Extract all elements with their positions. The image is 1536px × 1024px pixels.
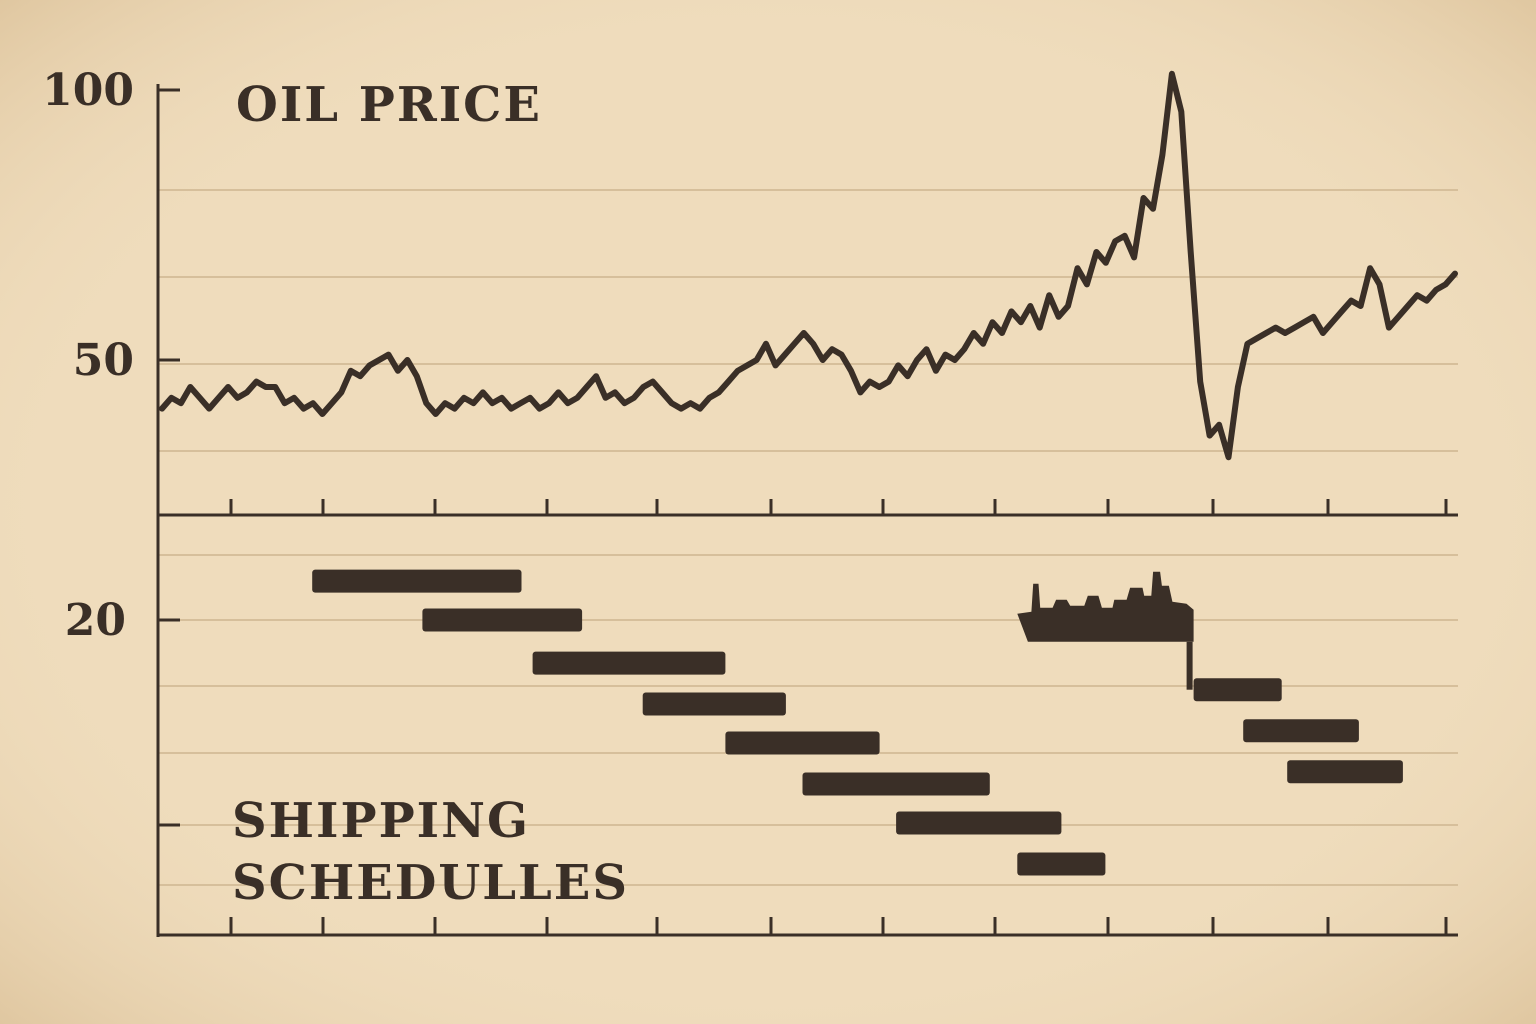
schedule-bar (1017, 852, 1106, 876)
oil-price-series (159, 70, 1458, 461)
schedule-bar (422, 608, 583, 632)
oil-price-title: OIL PRICE (236, 77, 542, 133)
schedule-bar (1243, 719, 1359, 743)
schedule-bar (896, 811, 1062, 835)
shipping-title-line-2: SCHEDULLES (232, 855, 629, 911)
schedule-bar (312, 569, 522, 593)
y-tick-label: 100 (42, 65, 134, 116)
y-tick-label: 50 (73, 335, 134, 386)
axis-ticks: 100 50 20 (42, 65, 1448, 935)
schedule-bar (1287, 760, 1403, 784)
schedule-bar (642, 692, 786, 716)
ship-icon (1017, 571, 1194, 642)
schedule-bar (1193, 678, 1282, 702)
schedule-bar (802, 772, 990, 796)
shipping-title-line-1: SHIPPING (232, 793, 530, 849)
ship-connector (1186, 641, 1193, 690)
axes (156, 84, 1458, 937)
schedule-bar (532, 651, 726, 675)
schedule-bar (725, 731, 880, 755)
y-tick-label: 20 (65, 595, 126, 646)
shipping-schedule-bars (312, 569, 1403, 876)
oil-price-line (159, 70, 1458, 461)
